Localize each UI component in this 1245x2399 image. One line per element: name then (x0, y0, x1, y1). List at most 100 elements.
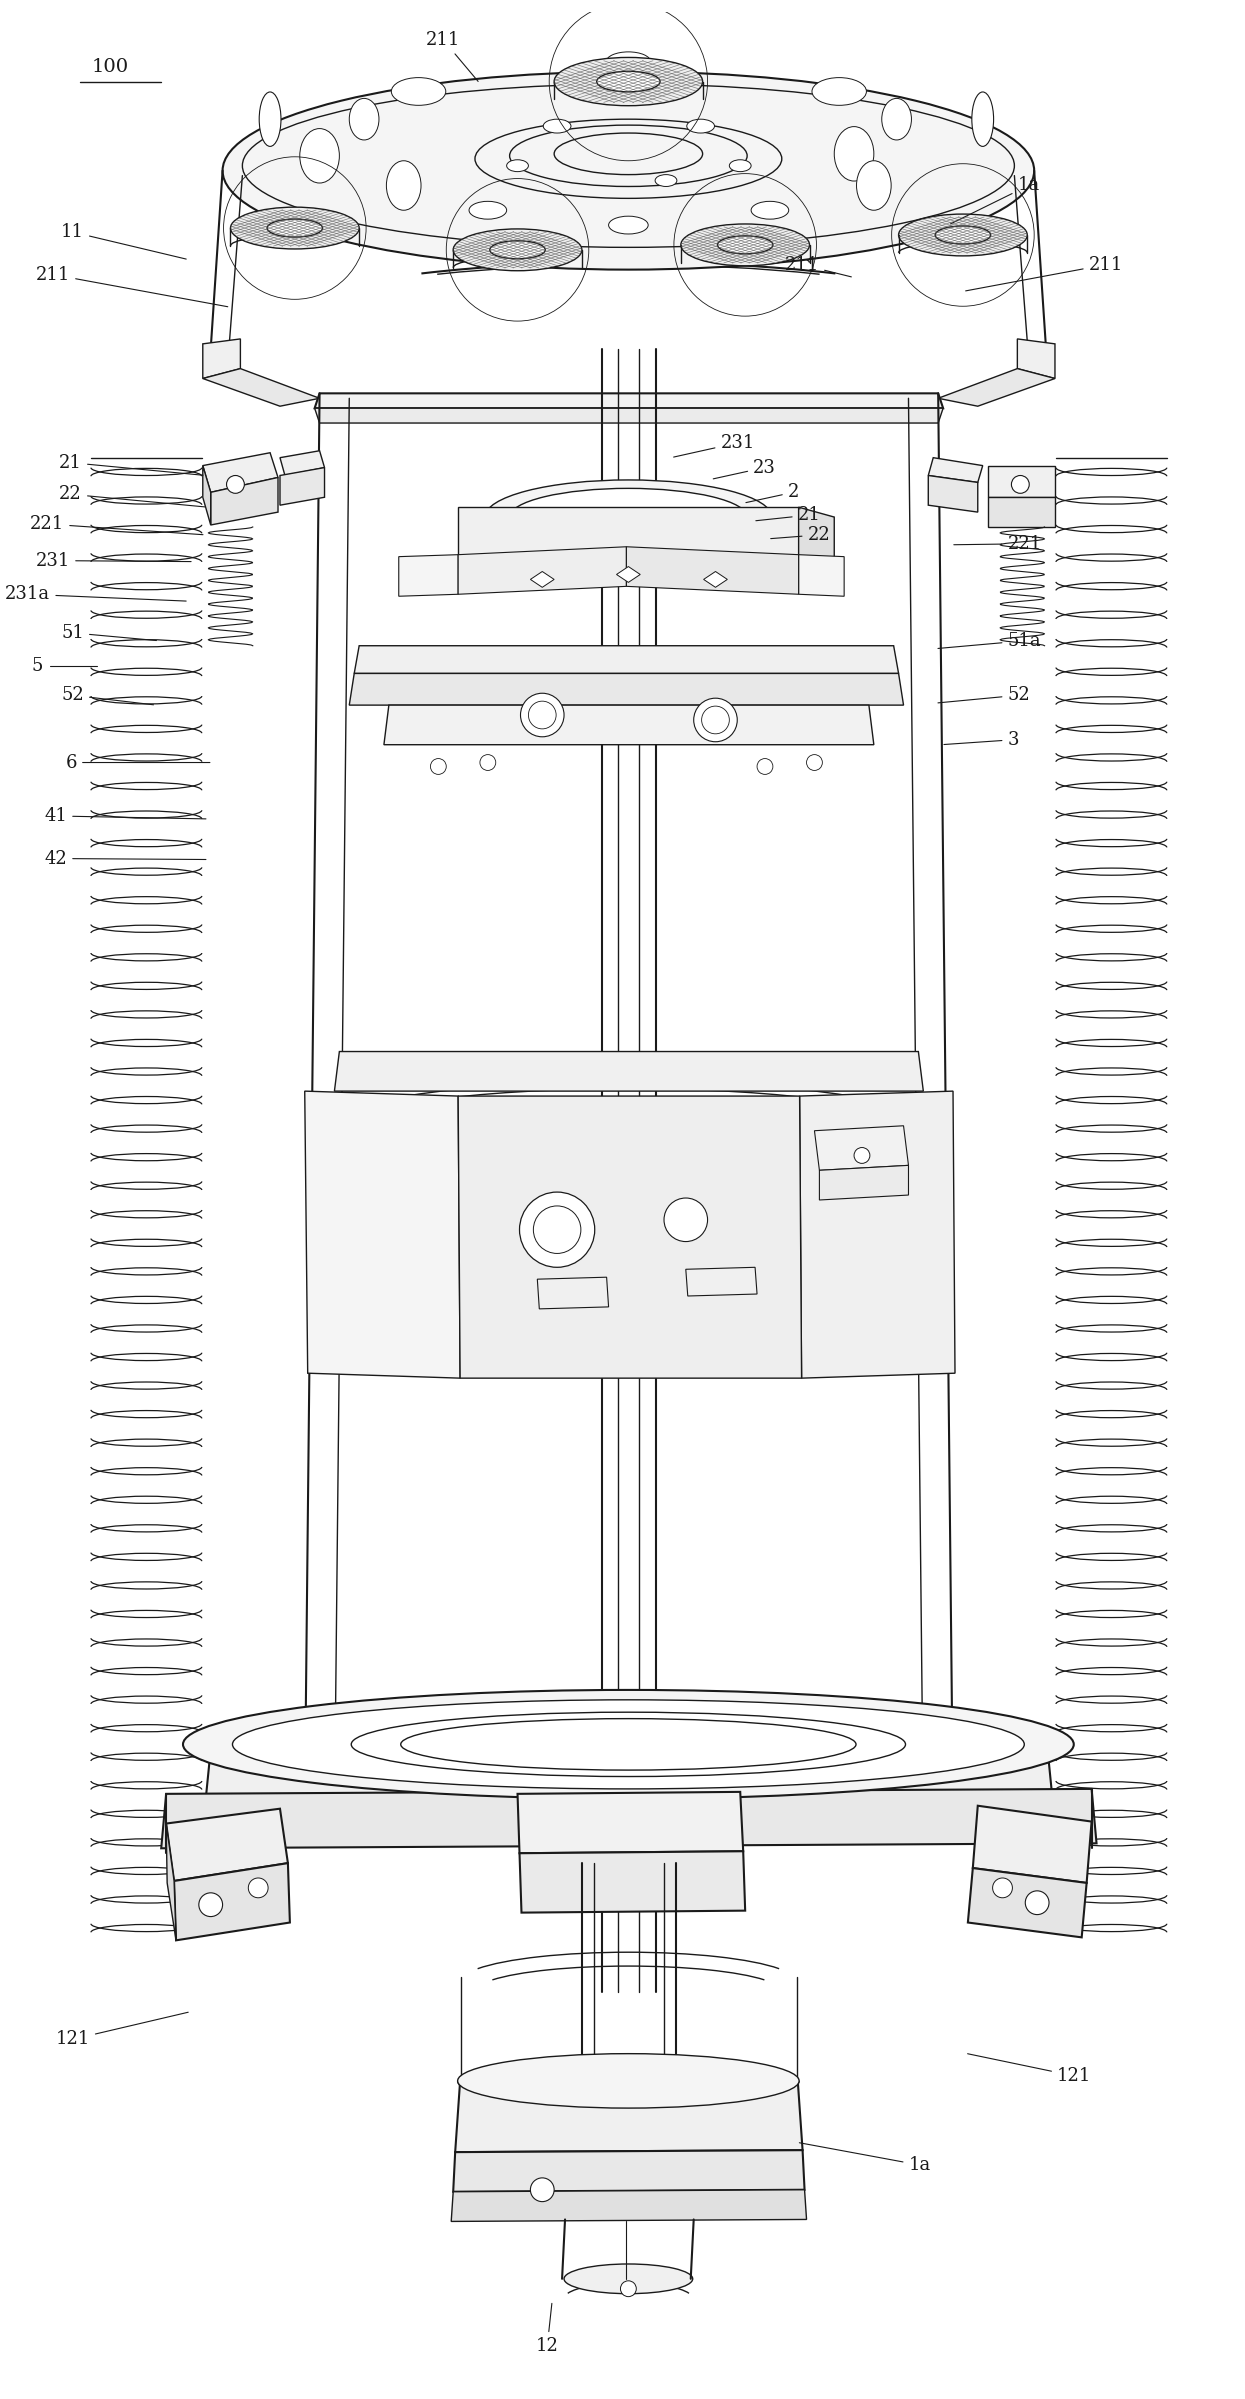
Polygon shape (518, 1792, 743, 1854)
Ellipse shape (717, 235, 773, 254)
Ellipse shape (609, 216, 649, 235)
Text: 23: 23 (713, 458, 776, 480)
Ellipse shape (554, 58, 702, 106)
Text: 51a: 51a (937, 631, 1041, 650)
Text: 21: 21 (60, 453, 203, 475)
Circle shape (620, 2281, 636, 2296)
Text: 121: 121 (56, 2013, 188, 2049)
Polygon shape (398, 554, 458, 597)
Ellipse shape (596, 72, 660, 91)
Text: 12: 12 (535, 2303, 559, 2356)
Circle shape (479, 756, 496, 770)
Ellipse shape (351, 1713, 905, 1778)
Text: 221: 221 (30, 516, 203, 535)
Text: 211: 211 (784, 257, 852, 276)
Ellipse shape (564, 2265, 692, 2293)
Text: 2: 2 (746, 482, 799, 504)
Ellipse shape (543, 120, 571, 132)
Text: 21: 21 (756, 506, 820, 523)
Ellipse shape (881, 98, 911, 139)
Polygon shape (305, 1092, 461, 1377)
Ellipse shape (268, 218, 322, 238)
Ellipse shape (223, 72, 1035, 269)
Circle shape (431, 758, 446, 775)
Circle shape (702, 705, 730, 734)
Polygon shape (929, 458, 982, 482)
Ellipse shape (730, 161, 751, 173)
Polygon shape (453, 2150, 804, 2193)
Polygon shape (967, 1869, 1087, 1938)
Ellipse shape (687, 120, 715, 132)
Circle shape (528, 701, 557, 729)
Ellipse shape (386, 161, 421, 211)
Polygon shape (280, 451, 325, 475)
Ellipse shape (507, 161, 528, 173)
Circle shape (854, 1147, 870, 1164)
Polygon shape (166, 1823, 176, 1941)
Ellipse shape (681, 223, 809, 266)
Circle shape (530, 2178, 554, 2202)
Polygon shape (210, 477, 278, 525)
Ellipse shape (469, 202, 507, 218)
Polygon shape (315, 393, 944, 408)
Text: 51: 51 (61, 624, 157, 643)
Circle shape (992, 1878, 1012, 1898)
Polygon shape (451, 2190, 807, 2221)
Circle shape (520, 693, 564, 736)
Text: 211: 211 (36, 266, 228, 307)
Text: 11: 11 (61, 223, 187, 259)
Polygon shape (383, 705, 874, 744)
Text: 211: 211 (966, 257, 1123, 290)
Polygon shape (205, 1744, 1052, 1799)
Text: 52: 52 (937, 686, 1030, 705)
Polygon shape (203, 465, 210, 525)
Polygon shape (929, 475, 977, 511)
Polygon shape (798, 506, 834, 576)
Circle shape (1011, 475, 1030, 494)
Polygon shape (939, 369, 1055, 405)
Ellipse shape (606, 53, 651, 72)
Polygon shape (519, 1852, 746, 1912)
Text: 1a: 1a (951, 178, 1040, 223)
Polygon shape (616, 566, 640, 583)
Text: 231a: 231a (5, 585, 187, 602)
Ellipse shape (899, 214, 1027, 257)
Text: 231: 231 (36, 552, 190, 569)
Polygon shape (458, 506, 798, 566)
Ellipse shape (972, 91, 994, 146)
Ellipse shape (183, 1689, 1073, 1799)
Circle shape (519, 1192, 595, 1267)
Circle shape (757, 758, 773, 775)
Ellipse shape (655, 175, 677, 187)
Ellipse shape (484, 480, 772, 554)
Polygon shape (686, 1267, 757, 1295)
Ellipse shape (935, 226, 991, 245)
Circle shape (1026, 1890, 1050, 1914)
Text: 6: 6 (66, 753, 210, 772)
Polygon shape (350, 674, 904, 705)
Text: 221: 221 (954, 535, 1042, 552)
Polygon shape (315, 408, 944, 422)
Circle shape (227, 475, 244, 494)
Text: 231: 231 (674, 434, 754, 458)
Ellipse shape (458, 2054, 799, 2109)
Circle shape (664, 1197, 707, 1243)
Text: 100: 100 (92, 58, 129, 77)
Polygon shape (458, 547, 626, 595)
Polygon shape (161, 1790, 1097, 1847)
Circle shape (199, 1893, 223, 1917)
Ellipse shape (751, 202, 789, 218)
Polygon shape (203, 338, 240, 379)
Polygon shape (203, 369, 320, 405)
Ellipse shape (300, 130, 340, 182)
Polygon shape (203, 453, 278, 492)
Polygon shape (987, 497, 1055, 528)
Text: 41: 41 (45, 806, 205, 825)
Polygon shape (819, 1166, 909, 1200)
Text: 121: 121 (967, 2054, 1092, 2085)
Ellipse shape (834, 127, 874, 180)
Ellipse shape (350, 98, 378, 139)
Polygon shape (166, 1809, 288, 1881)
Polygon shape (174, 1864, 290, 1941)
Text: 5: 5 (31, 657, 42, 674)
